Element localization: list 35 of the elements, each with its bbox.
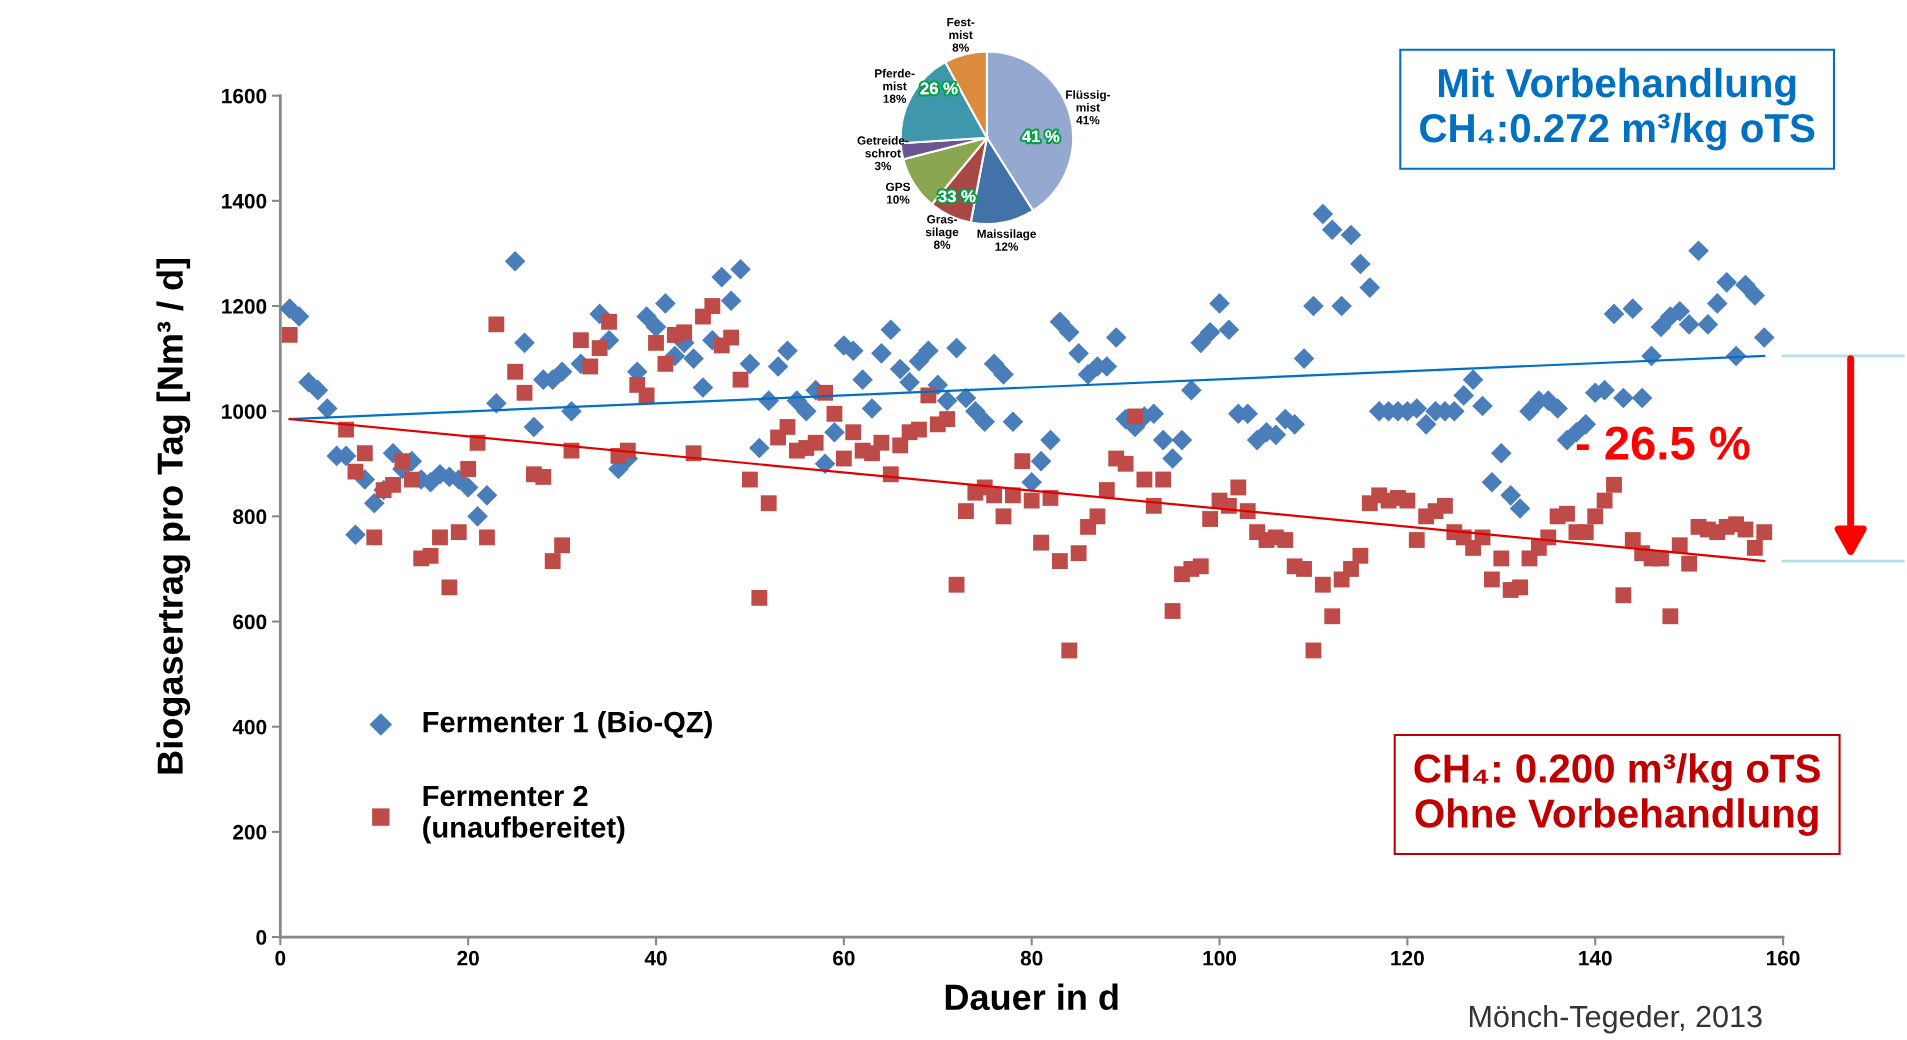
x-tick-label: 100 <box>1203 950 1237 966</box>
slice-label: Pferde- mist 18% <box>875 68 915 103</box>
y-tick-label: 0 <box>256 930 267 945</box>
y-tick-label: 200 <box>233 824 267 840</box>
annotation: - 26.5 % <box>1576 426 1750 460</box>
text: Mönch-Tegeder, 2013 <box>1469 1004 1762 1034</box>
annotation: 41 % <box>1022 130 1060 143</box>
text: 26 % <box>920 82 958 95</box>
y-axis-title: Biogasertrag pro Tag [Nm³ / d] <box>156 258 191 774</box>
x-tick-label: 40 <box>644 950 667 966</box>
x-tick-label: 160 <box>1766 950 1800 966</box>
y-tick-label: 1000 <box>222 404 267 419</box>
x-tick-label: 140 <box>1579 950 1612 966</box>
x-tick-label: 60 <box>833 950 855 966</box>
x-tick-label: 0 <box>275 950 286 966</box>
slice-label: Maissilage 12% <box>977 229 1037 251</box>
x-tick-label: 80 <box>1020 950 1043 966</box>
x-axis-title: Dauer in d <box>945 983 1118 1011</box>
legend-label: Fermenter 2 (unaufbereitet) <box>423 785 625 844</box>
annotation: CH₄: 0.200 m³/kg oTS Ohne Vorbehandlung <box>1414 753 1820 836</box>
y-tick-label: 400 <box>232 719 267 735</box>
slice-label: GPS 10% <box>886 182 911 204</box>
y-tick-label: 1600 <box>222 88 267 104</box>
x-tick-label: 20 <box>457 950 479 966</box>
annotation: Mit Vorbehandlung CH₄:0.272 m³/kg oTS <box>1420 67 1815 151</box>
y-tick-label: 1400 <box>222 193 267 209</box>
slice-label: Getreide- schrot 3% <box>857 136 909 171</box>
y-tick-label: 800 <box>233 509 267 525</box>
y-tick-label: 600 <box>233 614 267 630</box>
x-tick-label: 120 <box>1391 950 1424 966</box>
y-tick-label: 1200 <box>222 299 267 314</box>
legend-label: Fermenter 1 (Bio-QZ) <box>423 711 712 739</box>
slice-label: Flüssig- mist 41% <box>1066 90 1111 125</box>
slice-label: Fest- mist 8% <box>947 18 975 52</box>
slice-label: Gras- silage 8% <box>925 215 959 249</box>
